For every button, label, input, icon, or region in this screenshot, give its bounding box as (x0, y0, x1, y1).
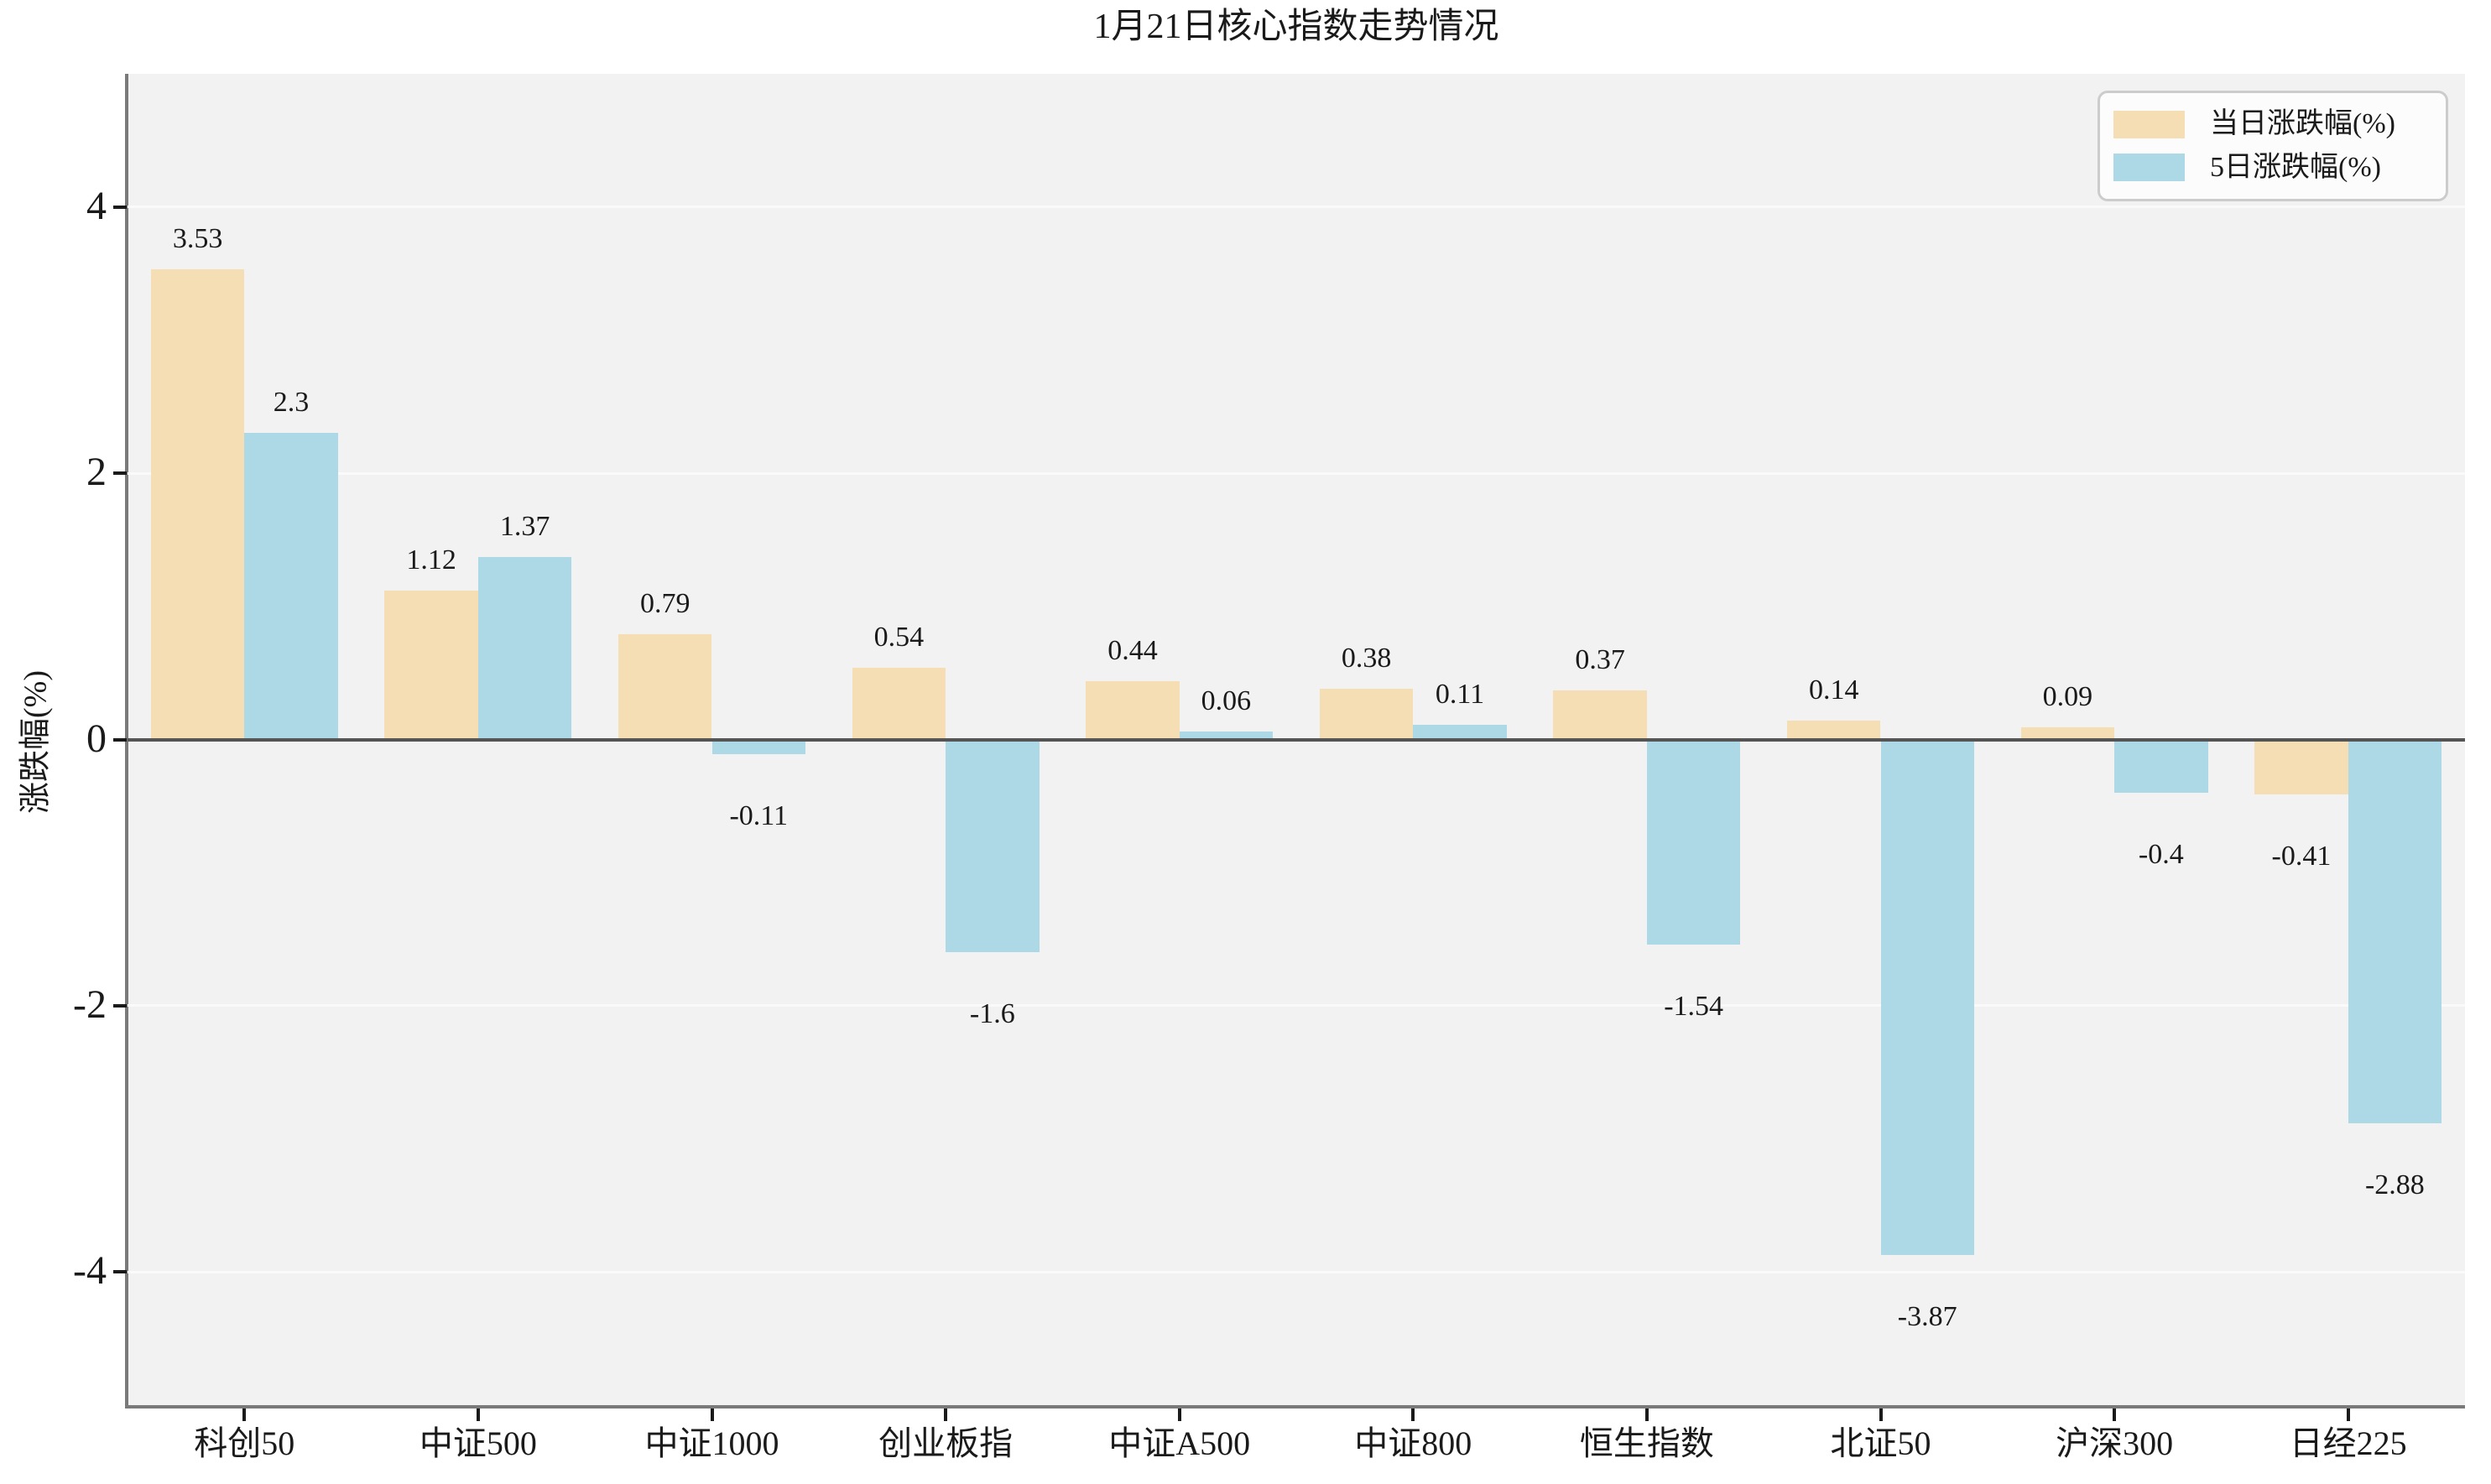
bar (1787, 721, 1881, 740)
x-tick-label: 创业板指 (878, 1424, 1014, 1462)
legend-entry-5day: 5日涨跌幅(%) (2113, 151, 2446, 183)
x-tick-label: 中证A500 (1108, 1424, 1251, 1462)
gridline (128, 1004, 2465, 1008)
legend-label-daily-change: 当日涨跌幅(%) (2210, 108, 2395, 140)
bar-value-label: 0.37 (1575, 643, 1625, 675)
bar-value-label: 1.12 (406, 544, 456, 575)
bar-value-label: -3.87 (1897, 1300, 1957, 1332)
x-tick-mark (242, 1408, 247, 1421)
y-tick-label: 0 (86, 716, 107, 761)
y-axis-spine (125, 74, 128, 1408)
x-tick-mark (710, 1408, 714, 1421)
bar (150, 269, 245, 740)
x-tick-label: 日经225 (2289, 1424, 2407, 1462)
x-tick-mark (1644, 1408, 1649, 1421)
bar (2254, 739, 2348, 794)
bar-value-label: 0.09 (2042, 681, 2093, 713)
bar-value-label: 0.11 (1435, 679, 1485, 711)
x-tick-label: 北证50 (1830, 1424, 1931, 1462)
legend: 当日涨跌幅(%) 5日涨跌幅(%) (2098, 91, 2448, 201)
bar-value-label: -0.11 (729, 799, 788, 831)
x-tick-label: 科创50 (194, 1424, 295, 1462)
zero-baseline (128, 737, 2465, 742)
bar-value-label: 1.37 (499, 511, 550, 543)
legend-swatch-5day-change (2113, 154, 2185, 182)
x-axis-spine (125, 1405, 2465, 1408)
x-tick-mark (2346, 1408, 2350, 1421)
bar (1413, 725, 1507, 740)
bar (2020, 727, 2115, 740)
x-tick-mark (1879, 1408, 1883, 1421)
legend-entry-daily: 当日涨跌幅(%) (2113, 109, 2446, 139)
x-tick-mark (476, 1408, 480, 1421)
y-tick-mark (113, 205, 127, 209)
gridline (128, 1270, 2465, 1273)
bar-value-label: 0.79 (640, 588, 690, 620)
bar-value-label: -1.6 (969, 998, 1015, 1030)
y-tick-mark (113, 471, 127, 476)
bar (244, 433, 338, 740)
bar-value-label: 0.06 (1201, 685, 1252, 716)
bar (384, 590, 478, 740)
y-tick-mark (113, 1270, 127, 1274)
x-tick-mark (1177, 1408, 1181, 1421)
bar (1553, 690, 1647, 740)
y-tick-label: 2 (86, 450, 107, 495)
bar (1319, 689, 1414, 740)
bar-value-label: 0.44 (1107, 634, 1158, 666)
bar-value-label: 3.53 (172, 223, 223, 255)
y-tick-mark (113, 737, 127, 742)
bar (711, 739, 805, 754)
chart-title: 1月21日核心指数走势情况 (1093, 8, 1499, 46)
x-tick-label: 中证800 (1354, 1424, 1472, 1462)
bar (2348, 739, 2442, 1123)
x-tick-label: 沪深300 (2056, 1424, 2174, 1462)
y-tick-mark (113, 1003, 127, 1008)
bar (852, 667, 946, 740)
bar (1179, 731, 1274, 740)
bar (2114, 739, 2208, 793)
x-tick-label: 中证1000 (644, 1424, 779, 1462)
bar-value-label: -0.41 (2271, 840, 2332, 872)
bar (618, 634, 712, 740)
x-tick-mark (2113, 1408, 2117, 1421)
bar-value-label: 0.54 (873, 621, 925, 653)
x-tick-mark (944, 1408, 948, 1421)
bar-value-label: -2.88 (2364, 1169, 2425, 1200)
y-tick-label: -2 (73, 982, 107, 1027)
bar-value-label: 2.3 (273, 387, 310, 419)
gridline (128, 471, 2465, 475)
bar (1880, 739, 1974, 1255)
bar-value-label: 0.38 (1341, 643, 1392, 674)
x-tick-label: 恒生指数 (1579, 1424, 1714, 1462)
bar (1646, 739, 1741, 945)
bar (1086, 680, 1180, 740)
bar (477, 557, 572, 740)
legend-swatch-daily-change (2113, 110, 2185, 138)
x-tick-mark (1411, 1408, 1415, 1421)
bar (946, 739, 1040, 953)
bar-value-label: 0.14 (1809, 674, 1859, 706)
bar-value-label: -0.4 (2138, 838, 2184, 870)
y-tick-label: 4 (86, 183, 107, 228)
x-tick-label: 中证500 (419, 1424, 537, 1462)
y-tick-label: -4 (73, 1248, 107, 1294)
gridline (128, 206, 2465, 209)
legend-label-5day-change: 5日涨跌幅(%) (2210, 151, 2381, 183)
bar-value-label: -1.54 (1664, 990, 1724, 1022)
